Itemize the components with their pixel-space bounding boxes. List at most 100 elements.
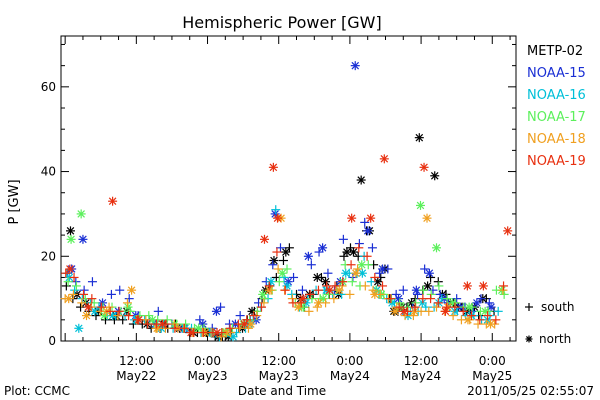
point-north-noaa-17: [277, 268, 287, 278]
point-south-noaa-19: [458, 306, 468, 316]
point-south-noaa-15: [338, 234, 348, 244]
point-south-noaa-19: [418, 294, 428, 304]
point-south-noaa-18: [304, 306, 314, 316]
point-north-noaa-17: [415, 200, 425, 210]
point-south-noaa-18: [432, 302, 442, 312]
point-north-noaa-16: [282, 281, 292, 291]
legend-noaa-16: NOAA-16: [527, 88, 586, 103]
point-south-noaa-15: [106, 289, 116, 299]
x-tick-label-date: May22: [116, 369, 156, 383]
point-south-noaa-17: [418, 285, 428, 295]
point-north-noaa-19: [108, 196, 118, 206]
point-north-noaa-19: [347, 213, 357, 223]
x-tick-label-time: 0:00: [194, 354, 221, 368]
point-south-noaa-19: [433, 298, 443, 308]
point-south-noaa-19: [225, 323, 235, 333]
legend-marker-star: [525, 335, 533, 343]
x-tick-label-time: 12:00: [261, 354, 296, 368]
x-axis: 12:00May220:00May2312:00May230:00May2412…: [64, 36, 512, 383]
point-south-noaa-19: [79, 289, 89, 299]
point-south-metp-02: [118, 315, 128, 325]
point-south-noaa-15: [398, 285, 408, 295]
point-south-noaa-19: [272, 247, 282, 257]
point-north-noaa-18: [390, 306, 400, 316]
point-north-metp-02: [423, 281, 433, 291]
point-north-noaa-19: [273, 213, 283, 223]
point-south-noaa-19: [96, 302, 106, 312]
point-south-noaa-19: [467, 311, 477, 321]
point-south-noaa-17: [181, 319, 191, 329]
point-south-noaa-15: [435, 289, 445, 299]
point-north-noaa-15: [303, 251, 313, 261]
point-north-metp-02: [430, 171, 440, 181]
point-south-noaa-19: [426, 294, 436, 304]
point-south-noaa-15: [289, 272, 299, 282]
point-south-noaa-19: [257, 302, 267, 312]
x-tick-label-date: May24: [401, 369, 441, 383]
legend-noaa-15: NOAA-15: [527, 66, 586, 81]
point-south-noaa-15: [87, 277, 97, 287]
point-north-noaa-19: [325, 285, 335, 295]
point-south-noaa-19: [354, 243, 364, 253]
point-north-noaa-19: [186, 328, 196, 338]
point-north-noaa-16: [74, 323, 84, 333]
point-north-noaa-19: [239, 319, 249, 329]
point-south-noaa-19: [330, 281, 340, 291]
point-south-noaa-18: [360, 281, 370, 291]
point-south-noaa-18: [77, 298, 87, 308]
point-south-noaa-19: [362, 251, 372, 261]
point-south-noaa-19: [386, 294, 396, 304]
point-south-noaa-18: [104, 302, 114, 312]
point-north-metp-02: [356, 175, 366, 185]
point-north-noaa-17: [464, 302, 474, 312]
point-south-noaa-19: [394, 302, 404, 312]
point-south-noaa-18: [243, 323, 253, 333]
point-north-noaa-19: [212, 328, 222, 338]
point-north-noaa-15: [472, 298, 482, 308]
x-tick-label-date: May25: [472, 369, 512, 383]
legend-noaa-18: NOAA-18: [527, 132, 586, 147]
point-north-noaa-15: [378, 264, 388, 274]
point-north-noaa-17: [480, 306, 490, 316]
legend-south-label: south: [541, 300, 575, 314]
point-north-noaa-18: [422, 213, 432, 223]
point-north-noaa-15: [424, 268, 434, 278]
point-south-noaa-15: [420, 264, 430, 274]
point-south-noaa-18: [68, 289, 78, 299]
y-tick-label: 60: [41, 80, 56, 94]
point-north-noaa-19: [503, 226, 513, 236]
point-north-metp-02: [65, 226, 75, 236]
point-north-noaa-19: [134, 315, 144, 325]
point-north-noaa-17: [357, 260, 367, 270]
point-south-noaa-15: [360, 217, 370, 227]
legend-noaa-17: NOAA-17: [527, 110, 586, 125]
point-south-noaa-15: [297, 285, 307, 295]
point-south-noaa-16: [271, 205, 281, 215]
point-north-noaa-18: [485, 319, 495, 329]
x-tick-label-time: 12:00: [404, 354, 439, 368]
y-tick-label: 20: [41, 249, 56, 263]
point-south-noaa-15: [216, 302, 226, 312]
point-south-noaa-15: [367, 243, 377, 253]
point-north-noaa-19: [478, 281, 488, 291]
y-tick-label: 0: [48, 334, 56, 348]
point-south-noaa-19: [346, 260, 356, 270]
point-north-metp-02: [321, 277, 331, 287]
point-north-noaa-16: [357, 268, 367, 278]
legend-north-label: north: [539, 332, 571, 346]
point-south-noaa-19: [264, 281, 274, 291]
point-south-noaa-15: [306, 260, 316, 270]
point-north-noaa-18: [127, 285, 137, 295]
point-south-noaa-19: [87, 294, 97, 304]
point-south-noaa-19: [114, 306, 124, 316]
point-north-noaa-17: [258, 289, 268, 299]
point-south-metp-02: [278, 256, 288, 266]
point-south-noaa-19: [483, 311, 493, 321]
point-south-noaa-16: [70, 285, 80, 295]
point-north-noaa-17: [76, 209, 86, 219]
point-north-noaa-19: [379, 154, 389, 164]
point-south-noaa-17: [434, 281, 444, 291]
x-tick-label-date: May23: [187, 369, 227, 383]
point-north-noaa-17: [432, 243, 442, 253]
chart-title: Hemispheric Power [GW]: [182, 13, 381, 32]
